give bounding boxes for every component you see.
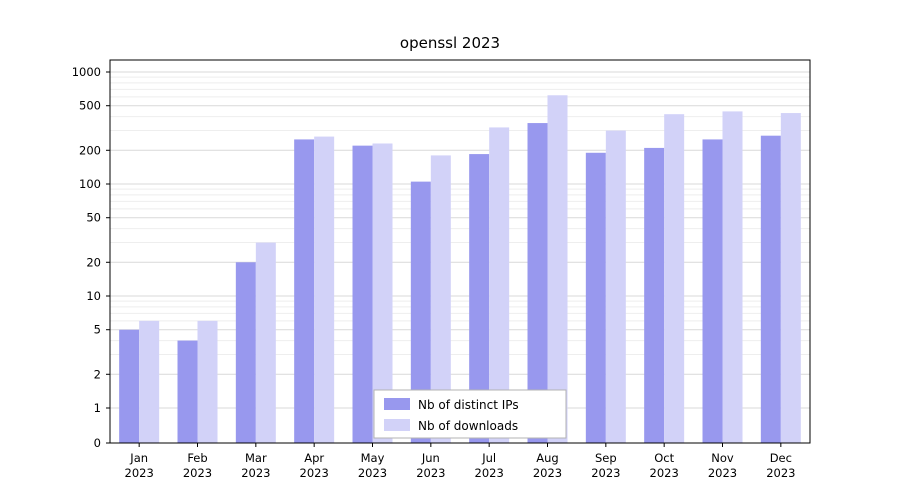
- x-tick-label-month: Dec: [770, 451, 792, 465]
- bar-nb-of-distinct-ips-jul: [469, 154, 490, 443]
- bar-nb-of-distinct-ips-jun: [410, 181, 431, 443]
- x-tick-label-year: 2023: [708, 466, 737, 480]
- x-tick-label-year: 2023: [475, 466, 504, 480]
- legend-label-downloads: Nb of downloads: [418, 419, 518, 433]
- bar-nb-of-distinct-ips-mar: [235, 262, 256, 443]
- x-tick-label-year: 2023: [650, 466, 679, 480]
- chart-title: openssl 2023: [399, 34, 501, 52]
- x-tick-label-month: Jun: [421, 451, 440, 465]
- legend-swatch-downloads: [384, 419, 410, 431]
- y-tick-label: 5: [94, 323, 101, 337]
- bar-nb-of-downloads-may: [372, 143, 393, 443]
- y-tick-label: 100: [79, 177, 101, 191]
- bar-nb-of-downloads-feb: [197, 320, 218, 443]
- x-tick-label-year: 2023: [591, 466, 620, 480]
- y-tick-label: 500: [79, 99, 101, 113]
- bar-nb-of-downloads-nov: [722, 111, 743, 444]
- x-tick-label-year: 2023: [300, 466, 329, 480]
- y-tick-label: 2: [94, 367, 101, 381]
- y-tick-label: 10: [86, 289, 101, 303]
- x-tick-label-year: 2023: [416, 466, 445, 480]
- x-tick-label-year: 2023: [358, 466, 387, 480]
- y-tick-label: 0: [94, 436, 101, 450]
- bar-nb-of-distinct-ips-sep: [585, 152, 606, 443]
- x-tick-label-year: 2023: [125, 466, 154, 480]
- bar-nb-of-distinct-ips-dec: [760, 135, 781, 443]
- x-tick-label-year: 2023: [533, 466, 562, 480]
- x-tick-label-month: Mar: [245, 451, 267, 465]
- bar-nb-of-distinct-ips-nov: [702, 139, 723, 443]
- x-tick-label-month: Sep: [595, 451, 617, 465]
- x-tick-label-month: Oct: [654, 451, 674, 465]
- bar-nb-of-distinct-ips-aug: [527, 123, 548, 443]
- bar-nb-of-downloads-jan: [139, 320, 160, 443]
- x-tick-label-month: Apr: [304, 451, 324, 465]
- bar-nb-of-distinct-ips-feb: [177, 340, 198, 443]
- bar-nb-of-distinct-ips-oct: [644, 147, 665, 443]
- x-tick-label-month: Nov: [711, 451, 734, 465]
- x-tick-label-month: Jul: [481, 451, 496, 465]
- y-tick-label: 1: [94, 401, 101, 415]
- bar-nb-of-downloads-oct: [664, 114, 685, 444]
- x-tick-label-month: May: [361, 451, 385, 465]
- x-tick-label-month: Feb: [187, 451, 207, 465]
- x-tick-label-month: Jan: [129, 451, 148, 465]
- x-tick-label-year: 2023: [183, 466, 212, 480]
- bar-nb-of-downloads-jul: [489, 127, 510, 443]
- bar-nb-of-downloads-aug: [547, 95, 568, 443]
- plot-border: [109, 59, 811, 444]
- x-tick-label-month: Aug: [536, 451, 558, 465]
- bar-nb-of-downloads-apr: [314, 136, 335, 443]
- x-tick-label-year: 2023: [766, 466, 795, 480]
- y-tick-label: 200: [79, 143, 101, 157]
- bar-nb-of-downloads-dec: [780, 113, 801, 443]
- legend-label-distinct-ips: Nb of distinct IPs: [418, 398, 519, 412]
- x-tick-label-year: 2023: [241, 466, 270, 480]
- y-tick-label: 50: [86, 211, 101, 225]
- bar-nb-of-downloads-jun: [430, 155, 451, 443]
- y-tick-label: 20: [86, 255, 101, 269]
- bar-nb-of-downloads-sep: [605, 130, 626, 443]
- bar-nb-of-distinct-ips-apr: [294, 139, 315, 443]
- y-tick-label: 1000: [72, 65, 101, 79]
- bar-nb-of-distinct-ips-may: [352, 145, 373, 443]
- bar-nb-of-downloads-mar: [255, 242, 276, 443]
- bar-nb-of-distinct-ips-jan: [119, 329, 140, 443]
- legend-swatch-distinct-ips: [384, 398, 410, 410]
